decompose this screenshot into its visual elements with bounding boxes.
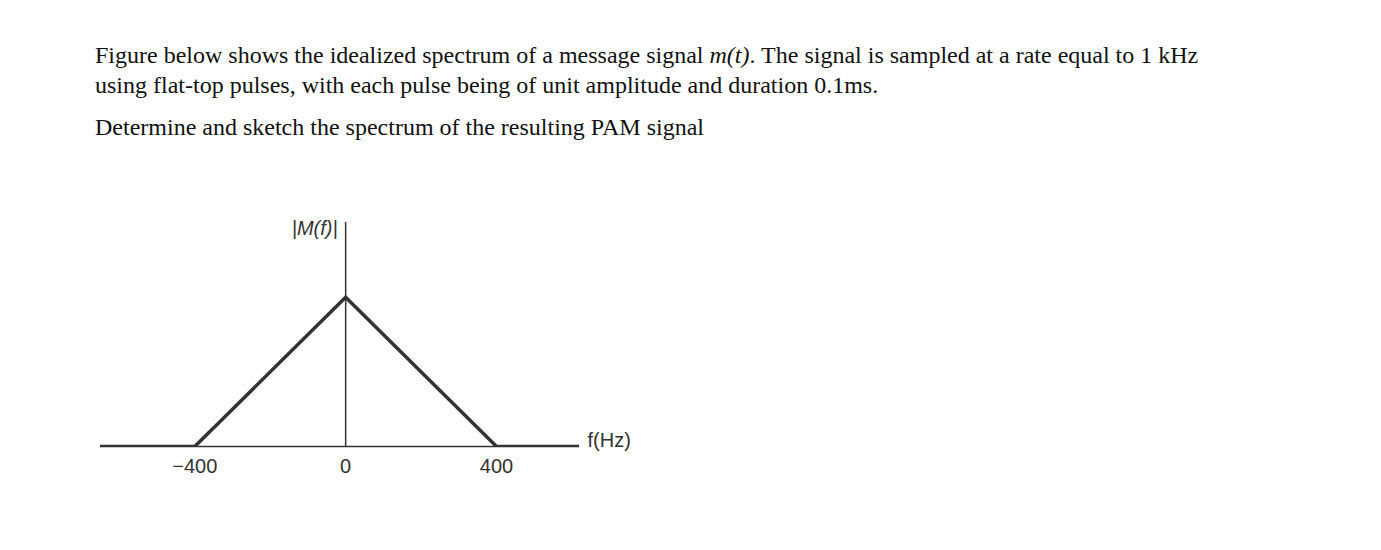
html-text:using flat-top pulses, with ea: using flat-top pulses, with each pulse b… (95, 72, 879, 98)
svg-text:−400: −400 (172, 455, 217, 477)
svg-text:|M(f)|: |M(f)| (292, 217, 338, 239)
svg-text:400: 400 (480, 455, 513, 477)
html-text:Determine and sketch the spect: Determine and sketch the spectrum of the… (95, 114, 704, 140)
html-text:Figure below shows the idealiz: Figure below shows the idealized spectru… (95, 42, 1199, 68)
svg-text:f(Hz): f(Hz) (588, 429, 631, 451)
svg-text:0: 0 (340, 455, 351, 477)
